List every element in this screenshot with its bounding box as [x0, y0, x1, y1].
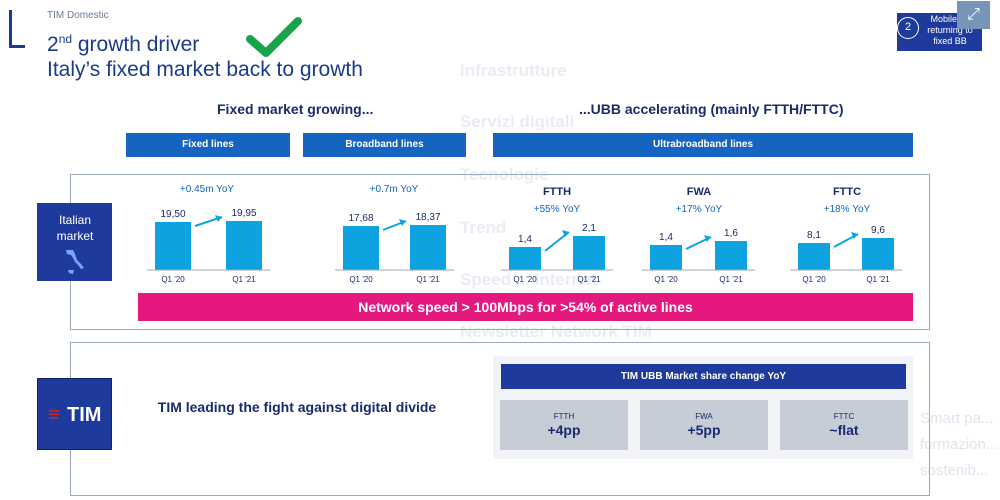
chart-value-label: 1,4 — [518, 234, 532, 245]
ultrabroadband-lines-bar: Ultrabroadband lines — [493, 133, 913, 157]
share-box-ftth — [500, 400, 628, 450]
chart-growth-label: +55% YoY — [534, 204, 581, 215]
growth-arrow-head — [215, 215, 222, 222]
chart-tick-label: Q1 '21 — [719, 275, 743, 284]
tim-logo — [37, 378, 112, 450]
chart-growth-label: +0.45m YoY — [180, 184, 235, 195]
ghost-menu-item: Servizi digitali — [460, 112, 575, 131]
chart-tick-label: Q1 '21 — [416, 275, 440, 284]
tim-logo-word: TIM — [67, 404, 102, 426]
chart-tick-label: Q1 '21 — [866, 275, 890, 284]
chart-tick-label: Q1 '20 — [161, 275, 185, 284]
chart-value-label: 8,1 — [807, 230, 821, 241]
network-speed-banner: Network speed > 100Mbps for >54% of acti… — [138, 293, 913, 321]
chart-tick-label: Q1 '20 — [802, 275, 826, 284]
chart-tick-label: Q1 '20 — [513, 275, 537, 284]
chart-tick-label: Q1 '21 — [577, 275, 601, 284]
chart-bar — [715, 241, 747, 270]
growth-arrow-head — [851, 232, 858, 239]
ghost-menu-item: Speed ... Internet — [460, 270, 597, 289]
badge-number: 2 — [897, 17, 919, 39]
badge-text: Mobile on returning to fixed BB — [927, 14, 973, 46]
fixed-heading: Fixed market growing... — [217, 101, 374, 117]
share-value-fttc: ~flat — [829, 422, 859, 438]
page-title-line2: Italy’s fixed market back to growth — [47, 58, 363, 81]
italian-market-label-line1: Italian — [58, 213, 92, 227]
chart-value-label: 9,6 — [871, 225, 885, 236]
title-prefix: 2 — [47, 33, 59, 56]
digital-divide-text: TIM leading the fight against digital di… — [157, 399, 437, 415]
chart-value-label: 17,68 — [348, 213, 373, 224]
share-label-fwa: FWA — [695, 412, 713, 421]
chart-growth-label: +18% YoY — [824, 204, 871, 215]
italian-market-icon-box — [37, 203, 112, 281]
page-title-line1: 2nd growth driver — [47, 32, 199, 57]
chart-title: FWA — [687, 186, 711, 198]
ubb-heading: ...UBB accelerating (mainly FTTH/FTTC) — [579, 101, 844, 117]
chart-tick-label: Q1 '21 — [232, 275, 256, 284]
growth-arrow-head — [562, 230, 569, 237]
italy-map-icon — [66, 250, 84, 274]
share-box-fwa — [640, 400, 768, 450]
chart-growth-label: +0.7m YoY — [370, 184, 419, 195]
chart-tick-label: Q1 '20 — [654, 275, 678, 284]
chart-title: FTTH — [543, 186, 571, 198]
ghost-menu-item: Infrastrutture — [460, 61, 567, 80]
checkmark-icon — [246, 17, 302, 57]
share-label-fttc: FTTC — [833, 412, 855, 421]
chart-value-label: 19,50 — [160, 209, 185, 220]
title-superscript: nd — [58, 32, 73, 46]
expand-icon[interactable]: ⤢ — [957, 1, 990, 29]
chart-value-label: 19,95 — [231, 208, 256, 219]
chart-bar — [862, 238, 894, 270]
chart-bar — [343, 226, 379, 270]
corner-bracket — [9, 10, 25, 48]
chart-value-label: 18,37 — [415, 212, 440, 223]
growth-arrow-head — [704, 235, 711, 242]
share-value-fwa: +5pp — [687, 422, 721, 438]
chart-bar — [155, 222, 191, 270]
chart-bar — [573, 236, 605, 270]
fixed-lines-bar: Fixed lines — [126, 133, 290, 157]
chart-value-label: 1,6 — [724, 228, 738, 239]
share-box-fttc — [780, 400, 908, 450]
broadband-lines-bar: Broadband lines — [303, 133, 466, 157]
ghost-right-line: formazion... — [920, 436, 999, 453]
chart-bar — [509, 247, 541, 270]
chart-bar — [410, 225, 446, 270]
growth-arrow-head — [399, 219, 406, 226]
chart-value-label: 1,4 — [659, 232, 673, 243]
chart-title: FTTC — [833, 186, 861, 198]
chart-bar — [798, 243, 830, 270]
ghost-right-line: Smart pa... — [920, 410, 994, 427]
chart-tick-label: Q1 '20 — [349, 275, 373, 284]
business-unit-label: TIM Domestic — [47, 10, 109, 21]
share-value-ftth: +4pp — [547, 422, 581, 438]
chart-value-label: 2,1 — [582, 223, 596, 234]
chart-bar — [226, 221, 262, 270]
italian-market-label: Italian market — [38, 212, 112, 244]
title-rest: growth driver — [72, 33, 200, 56]
tim-logo-mark-icon: ≡ — [48, 404, 60, 426]
market-share-title: TIM UBB Market share change YoY — [501, 364, 906, 389]
chart-growth-label: +17% YoY — [676, 204, 723, 215]
ghost-right-line: sostenib... — [920, 462, 989, 479]
share-label-ftth: FTTH — [553, 412, 575, 421]
ghost-menu-item: Trend — [460, 218, 507, 237]
ghost-menu-item: Newsletter Network TIM — [460, 322, 652, 341]
chart-bar — [650, 245, 682, 270]
italian-market-label-line2: market — [56, 229, 94, 243]
